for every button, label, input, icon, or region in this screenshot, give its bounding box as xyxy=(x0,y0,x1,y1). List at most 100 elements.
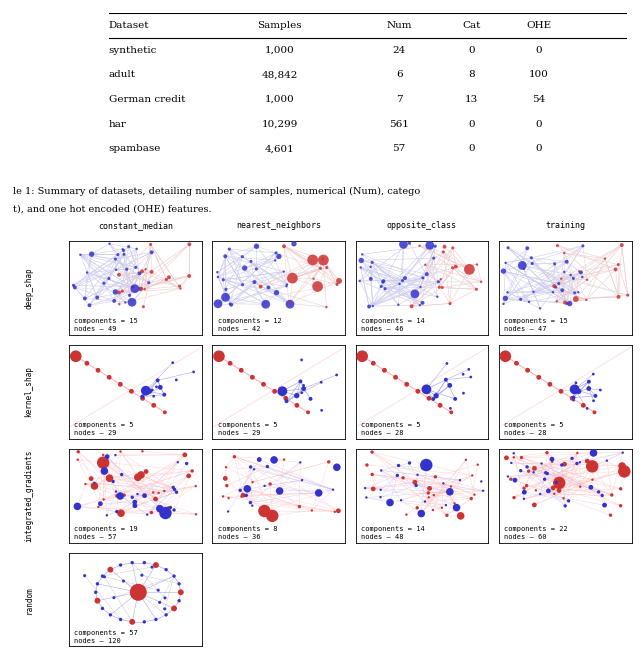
Point xyxy=(86,249,97,259)
Point xyxy=(136,470,146,480)
Point xyxy=(247,372,257,383)
Point xyxy=(380,365,390,375)
Point xyxy=(440,242,450,252)
Point xyxy=(163,502,173,513)
Point xyxy=(105,565,115,575)
Point xyxy=(478,485,488,496)
Point xyxy=(137,391,147,402)
Point xyxy=(559,459,570,470)
Point xyxy=(223,506,233,517)
Point xyxy=(365,261,376,272)
Text: 24: 24 xyxy=(392,46,406,54)
Point xyxy=(573,386,584,396)
Point xyxy=(428,394,438,404)
Point xyxy=(616,483,626,494)
Text: 10,299: 10,299 xyxy=(262,120,298,128)
Text: components = 5: components = 5 xyxy=(74,422,134,428)
Text: 0: 0 xyxy=(468,120,475,128)
Point xyxy=(70,351,81,362)
Point xyxy=(356,255,366,266)
Point xyxy=(151,614,161,625)
Point xyxy=(466,493,476,504)
Text: 1,000: 1,000 xyxy=(265,46,295,54)
Point xyxy=(568,273,579,284)
Point xyxy=(165,502,175,513)
Point xyxy=(466,372,476,383)
Point xyxy=(114,491,124,502)
Point xyxy=(132,472,143,483)
Point xyxy=(586,482,596,493)
Point xyxy=(281,393,291,403)
Point xyxy=(446,407,456,418)
Point xyxy=(367,469,378,479)
Point xyxy=(396,495,406,506)
Point xyxy=(332,279,342,290)
Point xyxy=(623,290,633,301)
Text: nodes – 29: nodes – 29 xyxy=(218,430,260,436)
Point xyxy=(117,286,127,297)
Point xyxy=(415,240,425,251)
Text: kernel_shap: kernel_shap xyxy=(24,366,33,417)
Point xyxy=(104,372,115,383)
Point xyxy=(187,466,197,476)
Point xyxy=(282,281,292,291)
Point xyxy=(330,506,340,517)
Point xyxy=(554,485,564,496)
Point xyxy=(522,480,532,491)
Point xyxy=(245,497,255,508)
Point xyxy=(613,291,623,302)
Point xyxy=(562,298,572,309)
Point xyxy=(545,379,555,390)
Point xyxy=(437,282,447,293)
Point xyxy=(368,483,378,494)
Point xyxy=(445,298,455,309)
Point xyxy=(442,487,452,497)
Point xyxy=(613,259,623,270)
Point xyxy=(139,557,149,568)
Point xyxy=(531,485,541,496)
Point xyxy=(464,364,474,375)
Point xyxy=(510,475,520,485)
Point xyxy=(292,400,302,411)
Point xyxy=(170,484,180,495)
Text: random: random xyxy=(24,586,33,614)
Point xyxy=(297,387,307,398)
Point xyxy=(220,251,230,261)
Point xyxy=(97,603,108,614)
Point xyxy=(112,491,122,501)
Point xyxy=(476,276,486,287)
Point xyxy=(522,365,532,375)
Point xyxy=(550,282,561,292)
Point xyxy=(573,287,584,297)
Point xyxy=(127,282,138,292)
Point xyxy=(434,282,444,293)
Point xyxy=(114,269,124,280)
Point xyxy=(500,257,511,268)
Text: nearest_neighbors: nearest_neighbors xyxy=(236,221,321,231)
Point xyxy=(442,510,452,521)
Point xyxy=(220,292,230,303)
Point xyxy=(568,392,579,403)
Point xyxy=(412,470,422,480)
Point xyxy=(552,240,563,251)
Point xyxy=(416,508,426,519)
Point xyxy=(554,278,564,289)
Point xyxy=(547,454,557,464)
Point xyxy=(137,266,147,276)
Point xyxy=(367,301,378,311)
Point xyxy=(316,377,326,388)
Point xyxy=(246,256,256,267)
Text: components = 15: components = 15 xyxy=(74,318,138,324)
Point xyxy=(456,511,466,521)
Point xyxy=(218,491,228,502)
Point xyxy=(92,292,102,303)
Point xyxy=(93,365,103,375)
Point xyxy=(438,478,449,489)
Point xyxy=(556,386,566,396)
Point xyxy=(394,278,404,289)
Point xyxy=(616,500,626,511)
Point xyxy=(92,595,102,606)
Point xyxy=(393,299,403,310)
Point xyxy=(259,506,269,516)
Point xyxy=(297,475,307,485)
